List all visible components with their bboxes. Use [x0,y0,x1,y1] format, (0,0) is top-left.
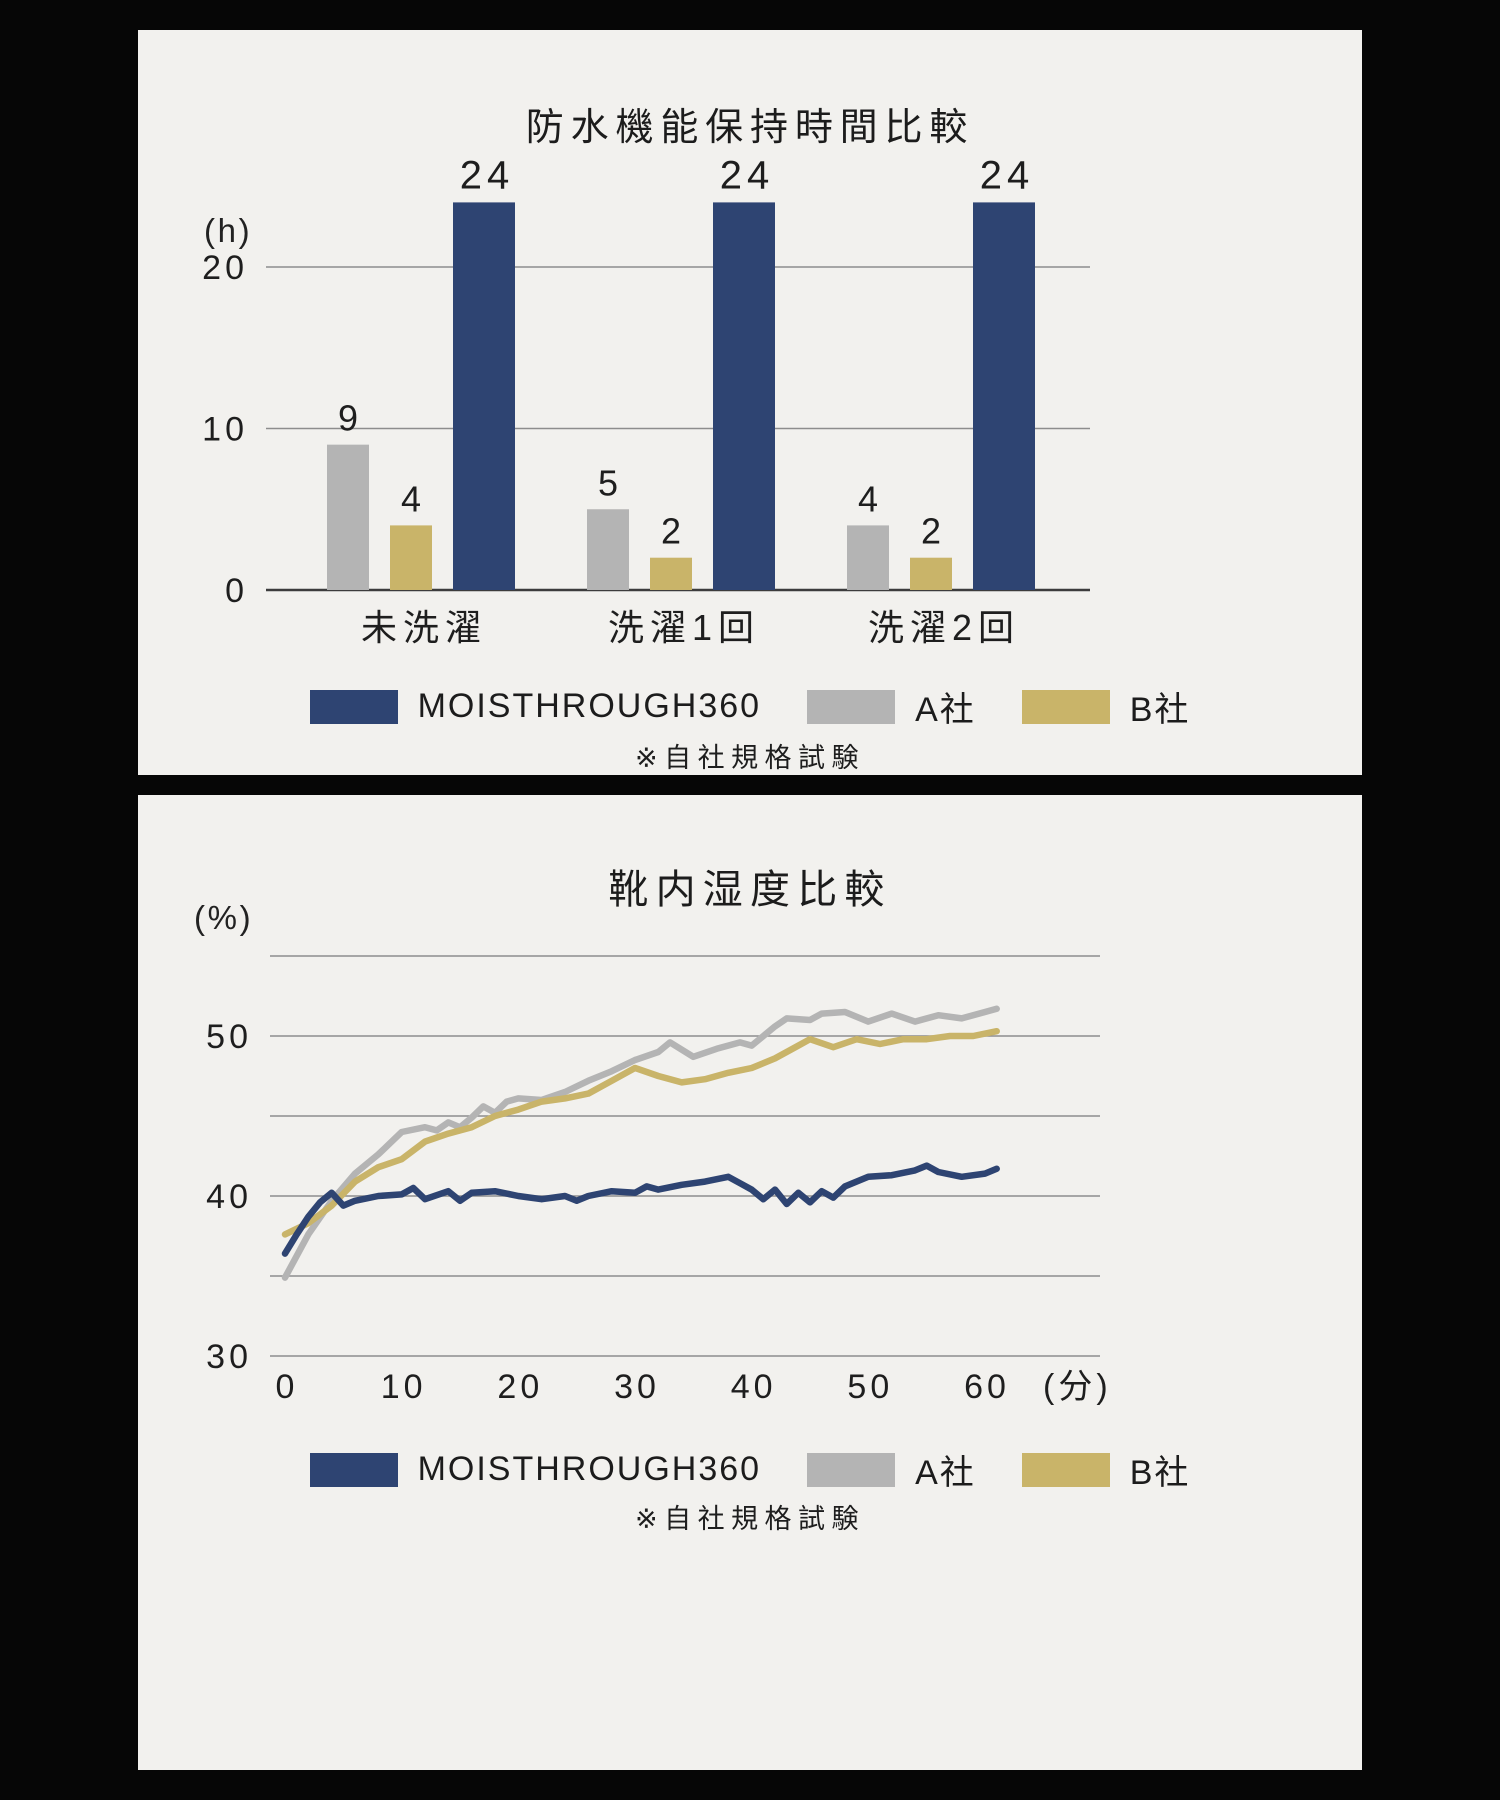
svg-text:2: 2 [661,511,681,552]
legend-label-company-a: A社 [915,691,976,729]
bar-chart-y-unit-label: (h) [204,212,253,249]
legend-item-company-a: A社 [807,682,976,731]
svg-text:24: 24 [720,153,775,197]
svg-text:60: 60 [964,1368,1010,1406]
svg-text:30: 30 [206,1338,252,1376]
svg-text:10: 10 [202,411,248,449]
svg-text:50: 50 [847,1368,893,1406]
svg-text:0: 0 [225,572,248,610]
bar-chart-title: 防水機能保持時間比較 [525,107,975,149]
svg-text:40: 40 [206,1178,252,1216]
svg-text:(分): (分) [1043,1368,1112,1406]
legend-item-company-b: B社 [1021,1445,1191,1494]
svg-text:10: 10 [381,1368,427,1406]
svg-text:9: 9 [338,398,358,439]
svg-text:0: 0 [276,1368,299,1406]
svg-text:50: 50 [206,1018,252,1056]
company-a-color-swatch [807,689,896,724]
bar-chart-legend: MOISTHROUGH360 A社 B社 [138,682,1362,731]
bar-chart-footnote: ※自社規格試験 [635,743,865,773]
shoe-humidity-chart-panel: 靴内湿度比較 (%) 50 40 30 0 10 20 30 40 50 60 (分) MOISTH… [138,795,1362,1770]
bar-chart-plot: 0 10 20 9 4 24 未洗濯 5 2 24 洗濯1回 4 2 24 洗濯2回 [202,153,1090,648]
svg-text:24: 24 [460,153,515,197]
svg-text:2: 2 [921,511,941,552]
svg-text:30: 30 [614,1368,660,1406]
svg-text:未洗濯: 未洗濯 [361,607,487,648]
legend-item-company-b: B社 [1021,682,1191,731]
company-a-color-swatch [807,1452,896,1487]
moisthrough360-color-swatch [309,689,398,724]
svg-text:洗濯2回: 洗濯2回 [868,607,1020,648]
legend-item-company-a: A社 [807,1445,976,1494]
waterproof-duration-chart-panel: 防水機能保持時間比較 (h) 0 10 20 9 4 24 未洗濯 5 2 24 洗濯1回 4 2 24 洗… [138,30,1362,775]
moisthrough360-color-swatch [309,1452,398,1487]
legend-label-company-b: B社 [1129,1454,1191,1492]
svg-text:5: 5 [598,462,618,503]
legend-label-company-a: A社 [915,1454,976,1492]
svg-text:24: 24 [980,153,1035,197]
line-chart-footnote: ※自社規格試験 [635,1504,865,1534]
line-chart-plot: 50 40 30 0 10 20 30 40 50 60 (分) [206,955,1112,1406]
legend-label-moisthrough360: MOISTHROUGH360 [417,687,762,725]
svg-text:洗濯1回: 洗濯1回 [608,607,760,648]
line-chart-y-unit-label: (%) [194,899,254,936]
legend-item-moisthrough360: MOISTHROUGH360 [309,1450,762,1489]
svg-text:20: 20 [202,249,248,287]
legend-item-moisthrough360: MOISTHROUGH360 [309,687,762,726]
svg-text:4: 4 [401,478,421,519]
company-b-color-swatch [1021,1452,1110,1487]
legend-label-moisthrough360: MOISTHROUGH360 [417,1450,762,1488]
svg-text:4: 4 [858,478,878,519]
svg-text:40: 40 [731,1368,777,1406]
legend-label-company-b: B社 [1129,691,1191,729]
line-chart-legend: MOISTHROUGH360 A社 B社 [138,1445,1362,1494]
company-b-color-swatch [1021,689,1110,724]
line-chart-title: 靴内湿度比較 [608,868,892,912]
svg-text:20: 20 [497,1368,543,1406]
